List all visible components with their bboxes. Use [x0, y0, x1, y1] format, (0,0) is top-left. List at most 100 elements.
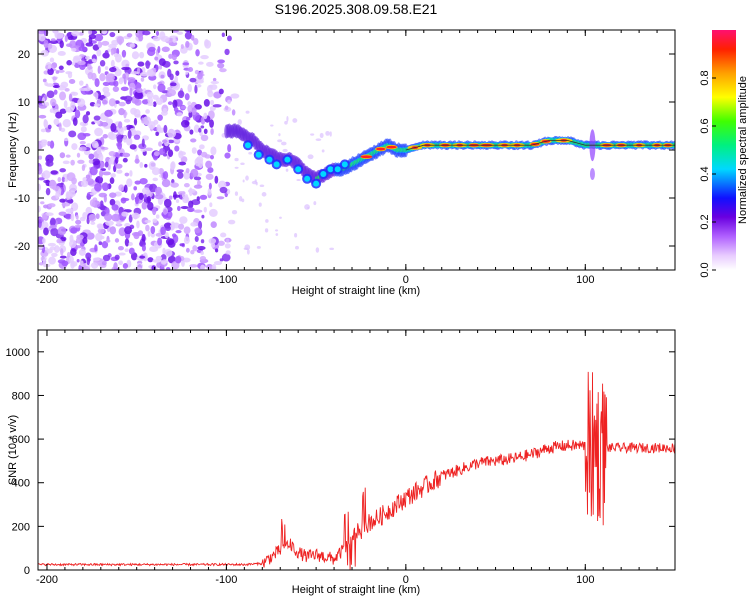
noise-blob: [147, 96, 153, 104]
noise-blob: [96, 146, 102, 155]
noise-blob: [45, 83, 55, 87]
noise-blob: [196, 84, 202, 88]
noise-blob: [38, 166, 43, 175]
noise-blob: [129, 170, 133, 177]
noise-blob: [70, 101, 76, 111]
noise-blob: [87, 72, 94, 80]
noise-blob: [96, 119, 100, 125]
noise-blob: [46, 90, 55, 99]
noise-blob: [47, 124, 52, 130]
noise-blob: [227, 99, 231, 105]
y-tick-label: 400: [12, 478, 30, 490]
noise-blob: [38, 177, 45, 181]
noise-blob: [63, 100, 68, 109]
noise-blob: [118, 121, 123, 129]
noise-blob: [88, 159, 94, 164]
noise-blob: [141, 201, 148, 210]
noise-blob: [108, 133, 117, 141]
noise-blob: [196, 79, 204, 84]
noise-blob: [68, 255, 74, 264]
noise-blob: [152, 36, 161, 42]
noise-blob: [70, 213, 75, 222]
noise-blob: [154, 186, 163, 195]
y-tick-label: 10: [18, 97, 30, 109]
noise-blob: [77, 60, 86, 66]
noise-blob: [118, 260, 124, 266]
noise-blob: [200, 264, 206, 270]
snr-frame: [37, 329, 676, 571]
noise-blob: [278, 133, 281, 137]
noise-blob: [97, 41, 103, 49]
noise-blob: [122, 157, 128, 163]
noise-blob: [100, 235, 105, 240]
noise-blob: [116, 134, 123, 144]
noise-blob: [165, 238, 175, 246]
noise-blob: [224, 105, 229, 111]
noise-blob: [95, 213, 100, 220]
ridge-peak: [386, 145, 397, 149]
noise-blob: [203, 112, 208, 120]
noise-blob: [126, 178, 133, 187]
noise-blob: [246, 249, 250, 255]
noise-blob: [102, 171, 112, 176]
noise-blob: [45, 179, 51, 187]
noise-blob: [85, 111, 91, 116]
noise-blob: [97, 228, 105, 234]
noise-blob: [191, 147, 197, 154]
snr-y-label: SNR (10 * v/v): [7, 415, 19, 485]
noise-blob: [94, 33, 104, 42]
noise-blob: [89, 166, 98, 176]
noise-blob: [162, 171, 169, 180]
noise-blob: [118, 77, 124, 85]
noise-blob: [66, 251, 71, 258]
noise-blob: [133, 267, 143, 270]
spectrogram-noise-layer: [38, 30, 335, 270]
noise-blob: [245, 110, 250, 114]
noise-blob: [125, 99, 132, 105]
noise-blob: [329, 131, 332, 137]
noise-blob: [139, 255, 146, 259]
noise-blob: [85, 232, 95, 240]
noise-blob: [134, 91, 143, 99]
noise-blob: [165, 225, 171, 232]
noise-blob: [234, 157, 239, 162]
noise-blob: [70, 248, 77, 256]
noise-blob: [130, 71, 139, 75]
noise-blob: [47, 242, 56, 247]
x-tick-label: 100: [576, 574, 594, 586]
noise-blob: [61, 176, 66, 183]
noise-blob: [110, 59, 115, 68]
noise-blob: [292, 118, 298, 123]
noise-blob: [101, 241, 109, 249]
noise-blob: [128, 241, 133, 246]
chart-title: S196.2025.308.09.58.E21: [275, 1, 438, 17]
noise-blob: [49, 224, 57, 229]
noise-blob: [49, 108, 54, 113]
noise-blob: [92, 44, 100, 51]
noise-blob: [190, 168, 199, 178]
noise-blob: [52, 76, 57, 81]
noise-blob: [68, 93, 73, 102]
noise-blob: [200, 250, 204, 255]
noise-blob: [123, 184, 128, 193]
noise-blob: [55, 111, 63, 119]
noise-blob: [102, 99, 108, 105]
noise-blob: [79, 140, 86, 145]
noise-blob: [231, 210, 238, 215]
noise-blob: [95, 232, 103, 242]
noise-blob: [101, 40, 110, 46]
noise-blob: [191, 107, 197, 115]
noise-blob: [189, 77, 197, 83]
noise-blob: [152, 218, 158, 224]
noise-blob: [58, 65, 64, 70]
ridge-peak: [375, 147, 386, 151]
noise-blob: [145, 224, 150, 232]
noise-blob: [135, 196, 139, 205]
noise-blob: [113, 80, 119, 87]
noise-blob: [194, 84, 198, 94]
noise-blob: [187, 66, 194, 73]
noise-blob: [190, 138, 197, 143]
noise-blob: [118, 252, 126, 256]
noise-blob: [188, 200, 194, 209]
noise-blob: [74, 245, 82, 249]
